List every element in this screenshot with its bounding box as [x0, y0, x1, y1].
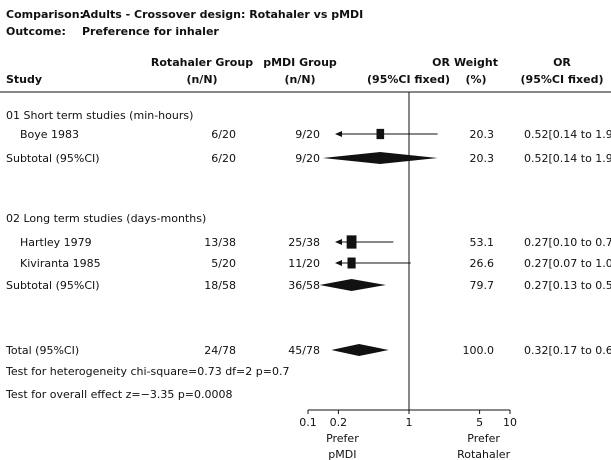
group1-count: 6/20: [211, 152, 236, 165]
subtotal-label: Subtotal (95%CI): [6, 279, 100, 292]
ci-clip-arrow: [335, 260, 342, 266]
note-label: Test for heterogeneity chi-square=0.73 d…: [5, 365, 289, 378]
study-point: [376, 128, 385, 140]
favours-right-1: Prefer: [467, 432, 500, 445]
column-header-study: Study: [6, 73, 42, 86]
favours-left-1: Prefer: [326, 432, 359, 445]
study-label: Hartley 1979: [20, 236, 92, 249]
subtotal-diamond: [319, 279, 386, 291]
weight-value: 79.7: [470, 279, 495, 292]
group-label: 01 Short term studies (min-hours): [6, 109, 193, 122]
group2-count: 36/58: [288, 279, 320, 292]
column-header-weight-unit: (%): [465, 73, 486, 86]
tick-label: 10: [503, 416, 517, 429]
comparison-value: Adults - Crossover design: Rotahaler vs …: [82, 8, 363, 21]
or-ci-text: 0.27[0.13 to 0.59]: [524, 279, 611, 292]
group2-count: 11/20: [288, 257, 320, 270]
column-header-or-plot: OR: [432, 56, 450, 69]
group2-count: 9/20: [295, 152, 320, 165]
column-header-group2-unit: (n/N): [284, 73, 315, 86]
group2-count: 25/38: [288, 236, 320, 249]
favours-left-2: pMDI: [328, 448, 356, 460]
or-ci-text: 0.27[0.07 to 1.04]: [524, 257, 611, 270]
column-header-weight: Weight: [454, 56, 498, 69]
tick-label: 0.2: [330, 416, 348, 429]
weight-value: 26.6: [470, 257, 495, 270]
group1-count: 6/20: [211, 128, 236, 141]
favours-right-2: Rotahaler: [457, 448, 510, 460]
study-label: Boye 1983: [20, 128, 79, 141]
weight-value: 100.0: [463, 344, 495, 357]
tick-label: 1: [406, 416, 413, 429]
column-header-or-text: OR: [553, 56, 571, 69]
weight-value: 20.3: [470, 152, 495, 165]
weight-value: 53.1: [470, 236, 495, 249]
column-header-or-text-ci: (95%CI fixed): [521, 73, 604, 86]
group2-count: 45/78: [288, 344, 320, 357]
or-ci-text: 0.52[0.14 to 1.92]: [524, 152, 611, 165]
group1-count: 13/38: [204, 236, 236, 249]
column-header-or-plot-ci: (95%CI fixed): [367, 73, 450, 86]
subtotal-diamond: [322, 152, 438, 164]
total-diamond: [331, 344, 389, 356]
group1-count: 24/78: [204, 344, 236, 357]
tick-label: 0.1: [299, 416, 317, 429]
or-ci-text: 0.52[0.14 to 1.92]: [524, 128, 611, 141]
column-header-group1-name: Rotahaler Group: [151, 56, 253, 69]
note-label: Test for overall effect z=−3.35 p=0.0008: [5, 388, 233, 401]
study-label: Kiviranta 1985: [20, 257, 101, 270]
study-point: [347, 257, 356, 269]
column-header-group2-name: pMDI Group: [263, 56, 337, 69]
ci-clip-arrow: [335, 239, 342, 245]
total-label: Total (95%CI): [5, 344, 79, 357]
or-ci-text: 0.32[0.17 to 0.63]: [524, 344, 611, 357]
forest-rows: 01 Short term studies (min-hours) Boye 19…: [5, 109, 611, 401]
group-label: 02 Long term studies (days-months): [6, 212, 206, 225]
or-ci-text: 0.27[0.10 to 0.70]: [524, 236, 611, 249]
comparison-label: Comparison:: [6, 8, 84, 21]
column-header-group1-unit: (n/N): [186, 73, 217, 86]
group1-count: 18/58: [204, 279, 236, 292]
ci-clip-arrow: [335, 131, 342, 137]
outcome-value: Preference for inhaler: [82, 25, 219, 38]
outcome-label: Outcome:: [6, 25, 66, 38]
group1-count: 5/20: [211, 257, 236, 270]
study-point: [346, 235, 357, 249]
weight-value: 20.3: [470, 128, 495, 141]
tick-label: 5: [476, 416, 483, 429]
subtotal-label: Subtotal (95%CI): [6, 152, 100, 165]
group2-count: 9/20: [295, 128, 320, 141]
